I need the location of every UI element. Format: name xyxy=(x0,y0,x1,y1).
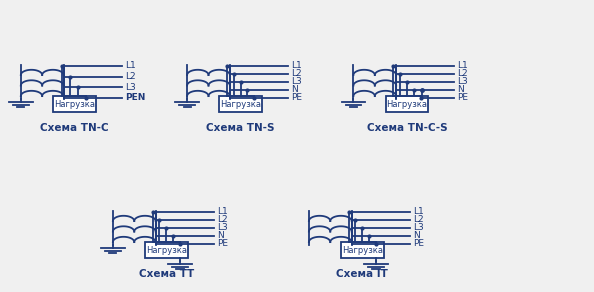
Text: L1: L1 xyxy=(217,208,228,216)
Text: L1: L1 xyxy=(125,62,135,70)
Text: Схема ТТ: Схема ТТ xyxy=(138,270,194,279)
Text: L3: L3 xyxy=(413,223,424,232)
Text: N: N xyxy=(413,231,419,240)
Text: Нагрузка: Нагрузка xyxy=(386,100,428,109)
Text: Нагрузка: Нагрузка xyxy=(220,100,261,109)
Text: Нагрузка: Нагрузка xyxy=(53,100,95,109)
Text: PE: PE xyxy=(291,93,302,102)
Bar xyxy=(219,96,262,112)
Text: L3: L3 xyxy=(217,223,228,232)
Text: PEN: PEN xyxy=(125,93,145,102)
Text: PE: PE xyxy=(457,93,469,102)
Text: Нагрузка: Нагрузка xyxy=(342,246,383,255)
Text: L2: L2 xyxy=(217,215,228,224)
Text: L2: L2 xyxy=(457,69,468,78)
Text: L3: L3 xyxy=(457,77,468,86)
Bar xyxy=(145,242,188,258)
Text: N: N xyxy=(291,85,298,94)
Bar xyxy=(386,96,428,112)
Text: L1: L1 xyxy=(291,62,302,70)
Text: L1: L1 xyxy=(413,208,424,216)
Text: L3: L3 xyxy=(291,77,302,86)
Text: L2: L2 xyxy=(291,69,302,78)
Bar xyxy=(53,96,96,112)
Text: L1: L1 xyxy=(457,62,468,70)
Text: L2: L2 xyxy=(413,215,424,224)
Text: N: N xyxy=(457,85,464,94)
Text: PE: PE xyxy=(413,239,424,248)
Text: L3: L3 xyxy=(125,83,135,91)
Text: PE: PE xyxy=(217,239,228,248)
Text: Схема TN-C: Схема TN-C xyxy=(40,124,109,133)
Text: Схема IT: Схема IT xyxy=(336,270,388,279)
Text: L2: L2 xyxy=(125,72,135,81)
Text: Схема TN-S: Схема TN-S xyxy=(206,124,275,133)
Text: N: N xyxy=(217,231,223,240)
Bar xyxy=(341,242,384,258)
Text: Нагрузка: Нагрузка xyxy=(146,246,187,255)
Text: Схема TN-C-S: Схема TN-C-S xyxy=(366,124,447,133)
